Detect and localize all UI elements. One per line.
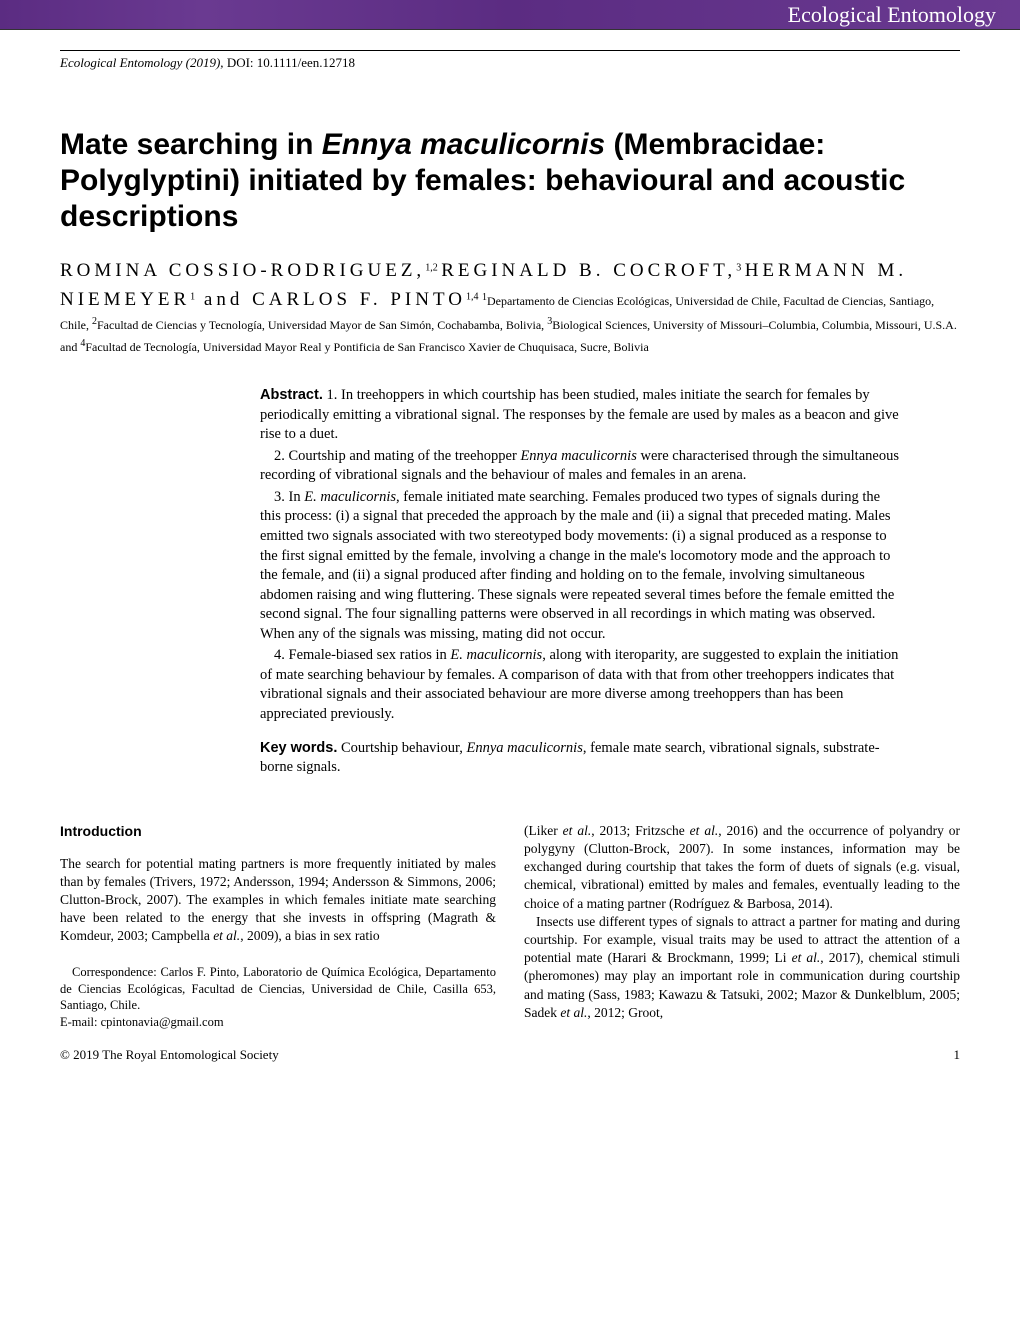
page-number: 1 bbox=[954, 1047, 961, 1063]
email-label: E-mail: bbox=[60, 1015, 101, 1029]
abstract-p4-species: E. maculicornis bbox=[450, 647, 542, 663]
keywords: Key words. Courtship behaviour, Ennya ma… bbox=[260, 739, 900, 778]
article-title: Mate searching in Ennya maculicornis (Me… bbox=[60, 127, 960, 235]
affil4: Facultad de Tecnología, Universidad Mayo… bbox=[85, 340, 648, 354]
intro-right-p2c: , 2012; Groot, bbox=[587, 1005, 663, 1020]
affil2: Facultad de Ciencias y Tecnología, Unive… bbox=[97, 318, 547, 332]
journal-name: Ecological Entomology bbox=[788, 2, 996, 28]
abstract-p3b: , female initiated mate searching. Femal… bbox=[260, 489, 894, 642]
intro-left-etal1: et al. bbox=[213, 928, 240, 943]
correspondence-text: Correspondence: Carlos F. Pinto, Laborat… bbox=[60, 964, 496, 1015]
copyright: © 2019 The Royal Entomological Society bbox=[60, 1047, 279, 1063]
abstract-p2: 2. Courtship and mating of the treehoppe… bbox=[260, 447, 900, 486]
intro-right-p1: (Liker et al., 2013; Fritzsche et al., 2… bbox=[524, 822, 960, 913]
citation-line: Ecological Entomology (2019), DOI: 10.11… bbox=[60, 55, 960, 71]
top-rule bbox=[60, 50, 960, 51]
title-species: Ennya maculicornis bbox=[322, 128, 605, 161]
intro-right-p2-etal1: et al. bbox=[792, 950, 821, 965]
intro-right-p1a: (Liker bbox=[524, 823, 563, 838]
intro-right-p2-etal2: et al. bbox=[560, 1005, 587, 1020]
email: cpintonavia@gmail.com bbox=[101, 1015, 224, 1029]
keywords-label: Key words. bbox=[260, 740, 337, 756]
authors-block: ROMINA COSSIO-RODRIGUEZ,1,2 REGINALD B. … bbox=[60, 257, 960, 358]
right-column: (Liker et al., 2013; Fritzsche et al., 2… bbox=[524, 822, 960, 1031]
author-2-sup: 3 bbox=[736, 262, 741, 273]
author-1: ROMINA COSSIO-RODRIGUEZ, bbox=[60, 260, 425, 281]
intro-left-p1: The search for potential mating partners… bbox=[60, 855, 496, 946]
article-page: Ecological Entomology (2019), DOI: 10.11… bbox=[0, 30, 1020, 1093]
author-4-sup: 1,4 bbox=[466, 291, 479, 302]
author-2: REGINALD B. COCROFT, bbox=[441, 260, 736, 281]
abstract-p3-species: E. maculicornis bbox=[304, 489, 396, 505]
correspondence: Correspondence: Carlos F. Pinto, Laborat… bbox=[60, 964, 496, 1032]
abstract-p3a: 3. In bbox=[274, 489, 304, 505]
intro-right-p2: Insects use different types of signals t… bbox=[524, 913, 960, 1022]
authors-and: and bbox=[195, 289, 252, 310]
title-pre: Mate searching in bbox=[60, 128, 322, 161]
abstract-p4: 4. Female-biased sex ratios in E. maculi… bbox=[260, 646, 900, 724]
abstract: Abstract. 1. In treehoppers in which cou… bbox=[260, 386, 900, 778]
intro-left-p1b: , 2009), a bias in sex ratio bbox=[240, 928, 379, 943]
journal-banner: Ecological Entomology bbox=[0, 0, 1020, 30]
introduction-heading: Introduction bbox=[60, 822, 496, 841]
abstract-p2-species: Ennya maculicornis bbox=[520, 448, 636, 464]
abstract-p4a: 4. Female-biased sex ratios in bbox=[274, 647, 450, 663]
keywords-species: Ennya maculicornis bbox=[466, 740, 582, 756]
abstract-p3: 3. In E. maculicornis, female initiated … bbox=[260, 488, 900, 645]
abstract-p1: Abstract. 1. In treehoppers in which cou… bbox=[260, 386, 900, 445]
body-columns: Introduction The search for potential ma… bbox=[60, 822, 960, 1031]
citation-doi: DOI: 10.1111/een.12718 bbox=[227, 55, 355, 70]
keywords-text-a: Courtship behaviour, bbox=[337, 740, 466, 756]
abstract-p2a: 2. Courtship and mating of the treehoppe… bbox=[274, 448, 520, 464]
author-4: CARLOS F. PINTO bbox=[252, 289, 466, 310]
intro-right-etal1: et al. bbox=[563, 823, 592, 838]
citation-journal-year: Ecological Entomology (2019), bbox=[60, 55, 227, 70]
intro-right-etal2: et al. bbox=[690, 823, 719, 838]
abstract-label: Abstract. bbox=[260, 387, 323, 403]
abstract-p1-text: 1. In treehoppers in which courtship has… bbox=[260, 387, 899, 442]
correspondence-email-line: E-mail: cpintonavia@gmail.com bbox=[60, 1014, 496, 1031]
author-1-sup: 1,2 bbox=[425, 262, 438, 273]
page-footer: © 2019 The Royal Entomological Society 1 bbox=[60, 1047, 960, 1063]
left-column: Introduction The search for potential ma… bbox=[60, 822, 496, 1031]
intro-right-p1b: , 2013; Fritzsche bbox=[591, 823, 689, 838]
